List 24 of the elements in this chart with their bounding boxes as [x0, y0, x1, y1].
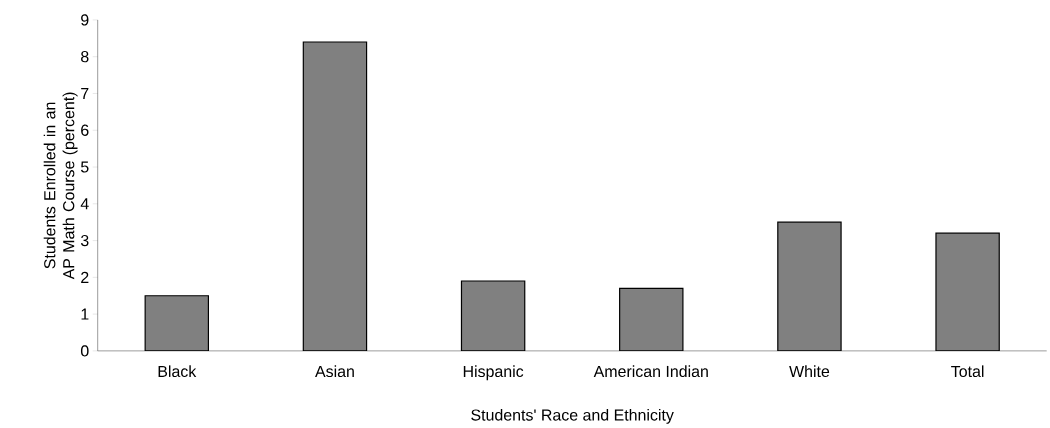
y-tick-label: 8	[81, 51, 89, 63]
bar	[302, 41, 368, 352]
x-tick-label: American Indian	[593, 365, 708, 378]
x-tick-label: White	[789, 365, 830, 378]
x-tick-label: Asian	[315, 365, 354, 378]
x-tick-label: Total	[951, 365, 984, 378]
y-tick-label: 9	[81, 14, 89, 26]
y-axis-title: Students Enrolled in an AP Math Course (percent)	[43, 92, 78, 280]
bar	[935, 232, 1000, 352]
bar	[777, 221, 842, 352]
y-tick-label: 3	[80, 235, 89, 247]
y-tick-label: 0	[80, 345, 89, 357]
y-tick-label: 4	[80, 198, 89, 210]
bar	[460, 280, 526, 352]
bar	[144, 295, 210, 352]
y-tick-label: 2	[81, 271, 89, 284]
y-tick-label: 6	[81, 124, 89, 137]
x-axis-title: Students' Race and Ethnicity	[471, 409, 674, 425]
bar	[619, 287, 684, 352]
y-tick-label: 5	[80, 161, 89, 173]
x-tick-label: Black	[158, 365, 197, 378]
y-tick-label: 7	[81, 88, 89, 100]
x-tick-label: Hispanic	[463, 365, 524, 381]
y-tick-label: 1	[81, 308, 89, 320]
